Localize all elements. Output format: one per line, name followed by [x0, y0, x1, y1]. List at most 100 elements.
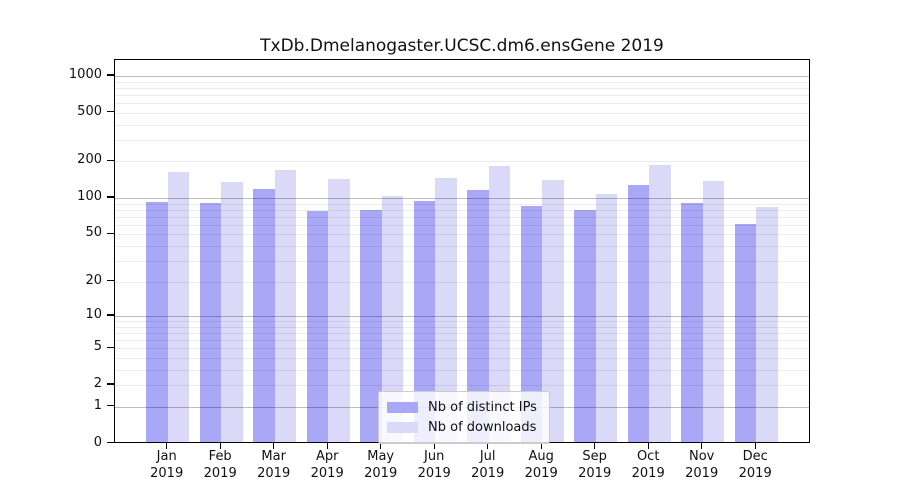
y-tick-mark — [107, 346, 114, 348]
x-tick-label-oct: Oct 2019 — [631, 449, 665, 481]
x-tick-label-sep: Sep 2019 — [578, 449, 612, 481]
y-tick-label: 1000 — [68, 66, 102, 82]
x-tick-label-jan: Jan 2019 — [150, 449, 184, 481]
legend-label-distinct-ips: Nb of distinct IPs — [428, 399, 537, 415]
legend-swatch-downloads — [387, 421, 418, 433]
x-tick-mark — [487, 443, 489, 449]
gridline-major — [115, 75, 809, 77]
gridline-minor — [115, 103, 809, 105]
x-tick-mark — [273, 443, 275, 449]
y-tick-label: 10 — [85, 306, 102, 322]
y-tick-label: 200 — [77, 152, 102, 168]
y-tick-mark — [107, 441, 114, 444]
legend-swatch-ips — [387, 401, 418, 413]
x-tick-mark — [701, 443, 703, 449]
y-tick-label: 20 — [85, 272, 102, 288]
gridline-major — [115, 315, 809, 317]
x-tick-mark — [166, 443, 168, 449]
bar-distinct-ips-sep-2019 — [574, 210, 596, 442]
y-tick-mark — [107, 279, 114, 282]
bar-downloads-apr-2019 — [328, 178, 350, 442]
bar-downloads-sep-2019 — [595, 193, 618, 442]
gridline-minor — [115, 234, 809, 236]
gridline-minor — [115, 139, 809, 141]
bar-downloads-feb-2019 — [221, 181, 243, 442]
x-tick-mark — [647, 443, 649, 449]
x-tick-mark — [594, 443, 596, 449]
bar-distinct-ips-jun-2019 — [413, 201, 436, 442]
y-tick-label: 500 — [77, 103, 102, 119]
x-tick-mark — [754, 443, 756, 449]
bar-downloads-oct-2019 — [649, 165, 671, 442]
gridline-minor — [115, 224, 809, 226]
gridline-minor — [115, 281, 809, 283]
x-tick-label-feb: Feb 2019 — [203, 449, 237, 481]
y-tick-label: 50 — [85, 225, 102, 241]
gridline-major — [115, 198, 809, 199]
gridline-minor — [115, 216, 809, 218]
gridline-minor — [115, 209, 809, 211]
legend: Nb of distinct IPs Nb of downloads — [378, 391, 550, 444]
x-tick-label-may: May 2019 — [364, 449, 398, 481]
x-tick-mark — [326, 443, 328, 449]
y-tick-mark — [107, 232, 114, 234]
bar-downloads-dec-2019 — [756, 206, 778, 442]
x-tick-label-dec: Dec 2019 — [738, 449, 772, 481]
x-tick-mark — [433, 443, 435, 449]
y-tick-mark — [107, 383, 114, 385]
y-tick-label: 100 — [77, 189, 102, 204]
x-tick-mark — [219, 443, 221, 449]
gridline-minor — [115, 112, 809, 114]
gridline-minor — [115, 385, 809, 387]
y-tick-label: 1 — [93, 397, 102, 413]
gridline-minor — [115, 369, 809, 371]
x-tick-mark — [380, 443, 382, 449]
bar-distinct-ips-oct-2019 — [627, 184, 650, 442]
y-tick-mark — [107, 74, 114, 76]
bar-downloads-jun-2019 — [435, 177, 457, 442]
gridline-minor — [115, 326, 809, 328]
bar-downloads-nov-2019 — [702, 180, 725, 442]
gridline-minor — [115, 94, 809, 96]
bar-distinct-ips-apr-2019 — [306, 210, 329, 442]
gridline-minor — [115, 340, 809, 341]
bar-downloads-jan-2019 — [167, 172, 190, 442]
bar-distinct-ips-aug-2019 — [520, 205, 543, 442]
y-tick-mark — [107, 196, 114, 198]
bar-downloads-may-2019 — [381, 195, 404, 442]
x-tick-label-jul: Jul 2019 — [471, 449, 505, 481]
gridline-minor — [115, 348, 809, 350]
y-tick-mark — [107, 405, 114, 407]
gridline-minor — [115, 357, 809, 359]
y-tick-mark — [107, 314, 114, 316]
bar-distinct-ips-nov-2019 — [681, 203, 703, 442]
bar-distinct-ips-dec-2019 — [734, 224, 757, 442]
bar-downloads-aug-2019 — [542, 179, 564, 442]
y-tick-label: 0 — [93, 434, 102, 450]
x-tick-label-mar: Mar 2019 — [257, 449, 291, 481]
x-tick-label-apr: Apr 2019 — [310, 449, 344, 481]
gridline-minor — [115, 87, 809, 89]
bar-distinct-ips-jan-2019 — [146, 202, 168, 442]
legend-item-downloads: Nb of downloads — [387, 417, 537, 437]
bar-layer — [115, 60, 809, 442]
plot-area — [114, 59, 810, 443]
gridline-minor — [115, 161, 809, 163]
bar-distinct-ips-feb-2019 — [199, 202, 222, 442]
y-tick-label: 5 — [93, 339, 102, 355]
gridline-minor — [115, 203, 809, 205]
gridline-minor — [115, 124, 809, 126]
y-tick-label: 2 — [93, 376, 102, 392]
bar-downloads-jul-2019 — [488, 166, 511, 442]
y-tick-mark — [107, 159, 114, 161]
gridline-minor — [115, 245, 809, 247]
gridline-minor — [115, 260, 809, 262]
x-tick-mark — [540, 443, 542, 449]
x-tick-label-nov: Nov 2019 — [685, 449, 719, 481]
bar-distinct-ips-mar-2019 — [253, 189, 275, 442]
chart-title: TxDb.Dmelanogaster.UCSC.dm6.ensGene 2019 — [260, 36, 664, 56]
gridline-minor — [115, 81, 809, 83]
bar-downloads-mar-2019 — [274, 169, 297, 442]
grid-layer — [115, 60, 809, 442]
